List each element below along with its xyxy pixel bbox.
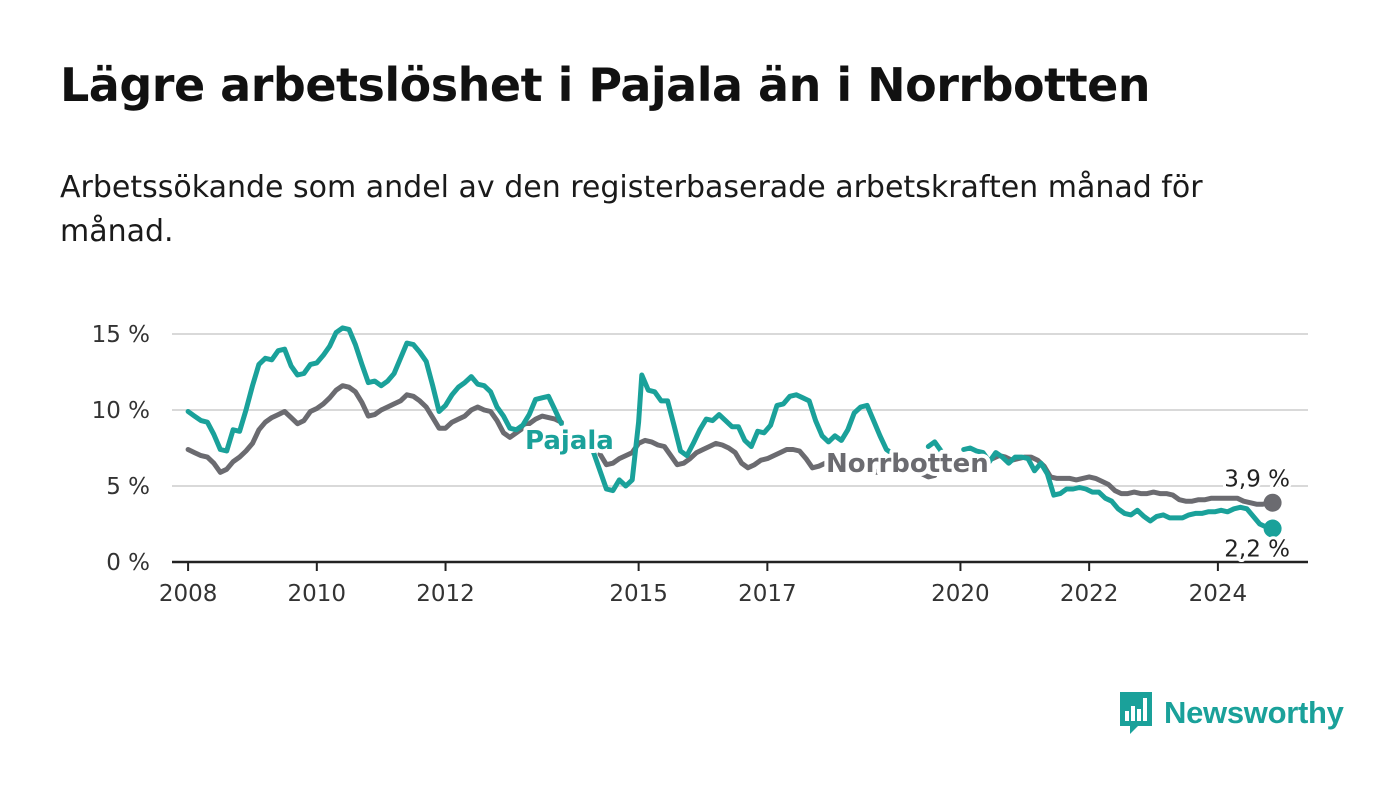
x-tick-label: 2012 [416, 581, 475, 607]
series-label-norrbotten: Norrbotten [826, 449, 989, 479]
gridlines [172, 333, 1308, 564]
y-axis-ticks: 0 % 5 % 10 % 15 % [92, 322, 150, 576]
y-tick-label: 0 % [106, 550, 150, 576]
y-tick-label: 5 % [106, 474, 150, 500]
y-tick-label: 15 % [92, 322, 150, 348]
series-label-norrbotten-halo: Norrbotten [826, 449, 989, 479]
series-label-pajala: Pajala [525, 426, 614, 456]
x-tick-label: 2010 [288, 581, 347, 607]
series-endpoint-pajala [1263, 519, 1282, 538]
series-endpoint-norrbotten [1263, 493, 1282, 512]
series-label-pajala-halo: Pajala [525, 426, 614, 456]
end-label-pajala-halo: 2,2 % [1224, 537, 1290, 563]
y-tick-label: 10 % [92, 398, 150, 424]
brand-name: Newsworthy [1164, 695, 1344, 730]
chart-title: Lägre arbetslöshet i Pajala än i Norrbot… [60, 58, 1151, 112]
x-tick-label: 2017 [738, 581, 797, 607]
x-tick-label: 2022 [1060, 581, 1119, 607]
bar-chart-speech-bubble-icon [1120, 692, 1152, 734]
series-line-pajala [961, 445, 1276, 532]
series-lines [185, 325, 1282, 538]
end-label-norrbotten-halo: 3,9 % [1224, 467, 1290, 493]
series-line-pajala [591, 372, 896, 494]
x-tick-label: 2020 [931, 581, 990, 607]
chart-subtitle: Arbetssökande som andel av den registerb… [60, 170, 1203, 249]
series-line-pajala [185, 325, 564, 454]
series-line-norrbotten [990, 453, 1276, 507]
end-label-norrbotten: 3,9 % [1224, 467, 1290, 493]
series-line-norrbotten [867, 465, 886, 475]
x-tick-label: 2015 [609, 581, 668, 607]
newsworthy-logo: Newsworthy [1118, 690, 1344, 736]
series-line-norrbotten [919, 471, 938, 480]
x-tick-label: 2024 [1189, 581, 1248, 607]
end-label-pajala: 2,2 % [1224, 537, 1290, 563]
series-line-norrbotten [185, 383, 564, 475]
x-tick-label: 2008 [159, 581, 218, 607]
series-line-pajala [925, 439, 944, 454]
x-axis-ticks: 2008 2010 2012 2015 2017 2020 2022 2024 [159, 562, 1247, 607]
